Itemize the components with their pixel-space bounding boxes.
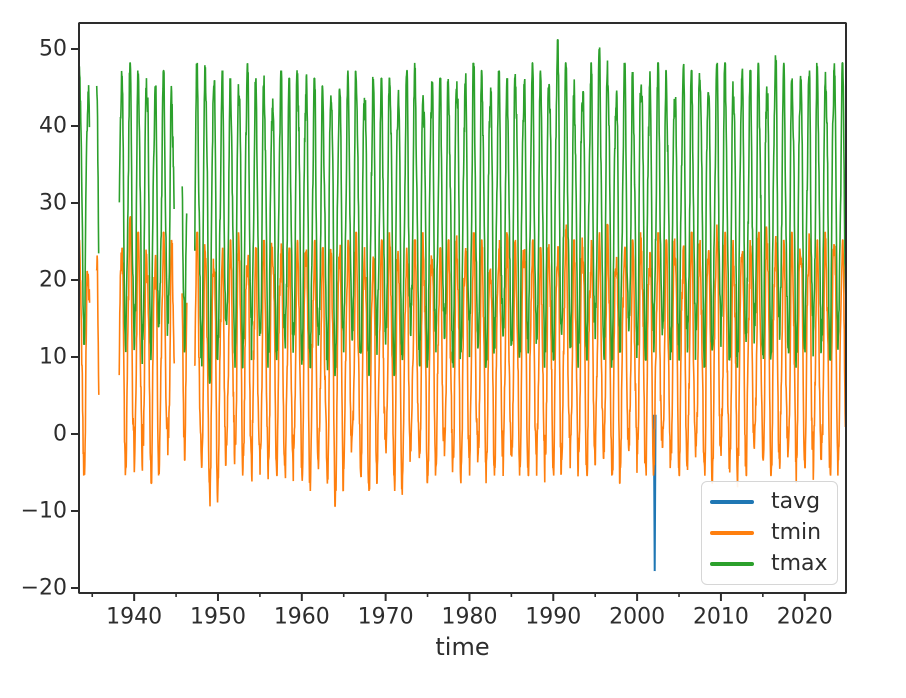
legend-line-tmin-icon: [710, 531, 754, 535]
legend: tavg tmin tmax: [701, 481, 838, 585]
legend-line-tavg-icon: [710, 499, 754, 504]
legend-item-tmax: tmax: [710, 549, 831, 580]
x-axis-label: time: [435, 633, 490, 661]
legend-item-tmin: tmin: [710, 518, 831, 549]
legend-label-tmax: tmax: [771, 551, 828, 577]
legend-line-tmax-icon: [710, 562, 754, 567]
legend-label-tavg: tavg: [771, 488, 821, 514]
legend-label-tmin: tmin: [771, 520, 822, 545]
legend-item-tavg: tavg: [710, 486, 831, 517]
